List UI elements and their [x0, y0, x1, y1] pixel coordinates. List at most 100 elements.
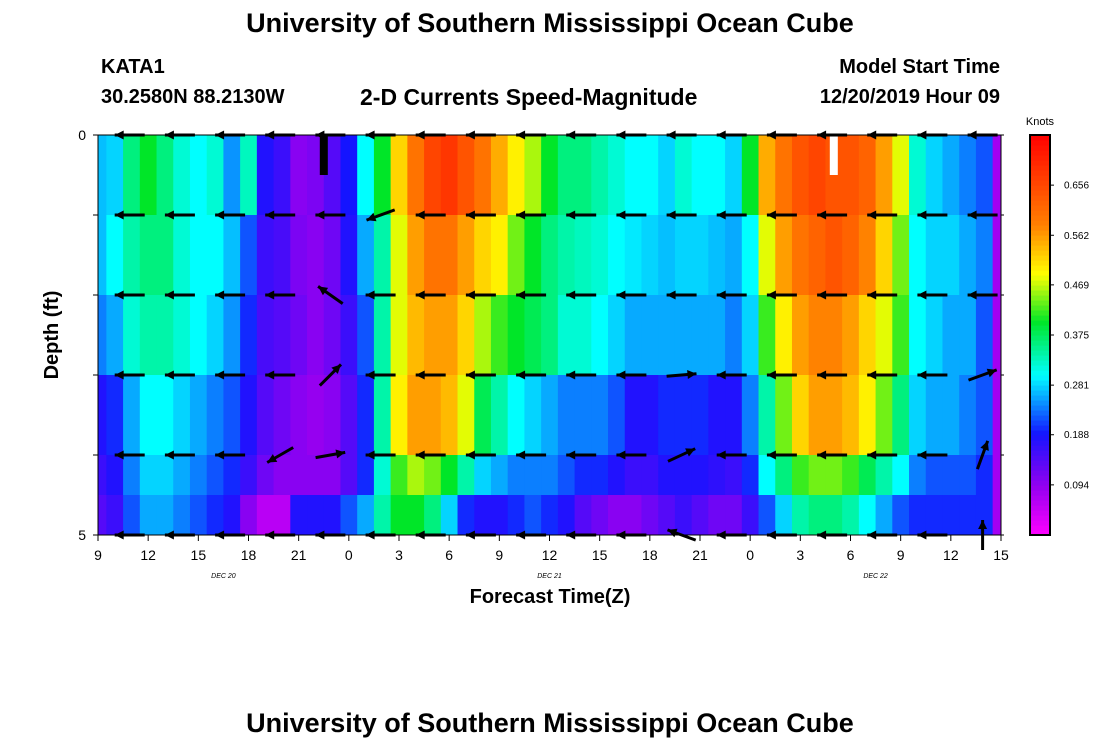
colorbar-swatch — [1030, 365, 1050, 371]
heatmap-cell — [98, 455, 107, 496]
heatmap-cell — [457, 215, 475, 296]
heatmap-cell — [909, 215, 927, 296]
heatmap-cell — [424, 495, 442, 535]
heatmap-cell — [390, 295, 408, 376]
heatmap-cell — [658, 495, 676, 535]
current-vector — [465, 210, 496, 220]
heatmap-cell — [541, 495, 559, 535]
heatmap-cell — [942, 455, 960, 496]
colorbar-tick-label: 0.188 — [1064, 430, 1089, 441]
heatmap-cell — [323, 455, 342, 496]
heatmap-cell — [608, 455, 626, 496]
date-label: DEC 21 — [537, 573, 562, 580]
heatmap-cell — [842, 135, 860, 216]
colorbar-swatch — [1030, 465, 1050, 471]
current-vector — [215, 290, 246, 300]
colorbar-swatch — [1030, 210, 1050, 216]
x-tick-label: 3 — [395, 547, 403, 563]
heatmap-cell — [658, 455, 676, 496]
heatmap-cell — [791, 495, 810, 535]
current-vector — [516, 370, 547, 380]
heatmap-cell — [875, 375, 893, 456]
colorbar-tick-label: 0.562 — [1064, 231, 1089, 242]
heatmap-cell — [407, 455, 425, 496]
heatmap-cell — [273, 375, 291, 456]
colorbar-swatch — [1030, 420, 1050, 426]
colorbar-swatch — [1030, 375, 1050, 381]
heatmap-cell — [407, 215, 425, 296]
x-tick-label: 0 — [345, 547, 353, 563]
heatmap-cell — [524, 215, 542, 296]
heatmap-cell — [557, 455, 576, 496]
heatmap-cell — [641, 135, 659, 216]
colorbar-unit: Knots — [1026, 116, 1055, 128]
colorbar-swatch — [1030, 380, 1050, 386]
colorbar-swatch — [1030, 485, 1050, 491]
heatmap-cell — [240, 135, 258, 216]
heatmap-cell — [323, 135, 342, 216]
current-vector — [817, 210, 848, 220]
heatmap-cell — [641, 295, 659, 376]
heatmap-cell — [206, 455, 225, 496]
heatmap-cell — [892, 135, 910, 216]
current-vector — [566, 450, 597, 460]
heatmap-cell — [390, 135, 408, 216]
heatmap-cell — [775, 215, 793, 296]
heatmap-cell — [624, 295, 643, 376]
heatmap-cell — [775, 295, 793, 376]
x-tick-label: 12 — [943, 547, 959, 563]
colorbar-swatch — [1030, 190, 1050, 196]
heatmap-cell — [892, 215, 910, 296]
heatmap-cell — [858, 495, 877, 535]
heatmap-cell — [357, 495, 375, 535]
heatmap-cell — [490, 295, 509, 376]
current-vector — [867, 370, 898, 380]
heatmap-cell — [407, 375, 425, 456]
x-axis-label: Forecast Time(Z) — [470, 586, 631, 608]
colorbar-swatch — [1030, 305, 1050, 311]
heatmap-cell — [323, 295, 342, 376]
y-axis-label: Depth (ft) — [41, 291, 63, 380]
heatmap-cell — [975, 295, 994, 376]
colorbar-swatch — [1030, 245, 1050, 251]
colorbar-swatch — [1030, 295, 1050, 301]
heatmap-cell — [808, 215, 827, 296]
heatmap-cell — [791, 455, 810, 496]
x-tick-label: 21 — [291, 547, 307, 563]
heatmap-cell — [691, 295, 709, 376]
heatmap-cell — [290, 375, 308, 456]
heatmap-cell — [440, 375, 459, 456]
colorbar-swatch — [1030, 415, 1050, 421]
current-vector — [666, 290, 697, 300]
heatmap-cell — [340, 375, 358, 456]
heatmap-cell — [925, 495, 944, 535]
colorbar-swatch — [1030, 135, 1050, 141]
heatmap-cell — [474, 455, 492, 496]
heatmap-cell — [959, 135, 977, 216]
current-vector — [766, 450, 797, 460]
heatmap-cell — [909, 495, 927, 535]
heatmap-cell — [858, 455, 877, 496]
current-vector — [967, 210, 998, 220]
heatmap-cell — [725, 295, 743, 376]
heatmap-cell — [925, 455, 944, 496]
data-gap-marker — [319, 135, 328, 175]
colorbar-swatch — [1030, 440, 1050, 446]
current-vector — [265, 370, 296, 380]
heatmap-cell — [775, 375, 793, 456]
x-tick-label: 6 — [847, 547, 855, 563]
heatmap-cell — [189, 135, 208, 216]
heatmap-cell — [98, 495, 107, 535]
heatmap-cell — [290, 455, 308, 496]
colorbar-swatch — [1030, 240, 1050, 246]
x-tick-label: 6 — [445, 547, 453, 563]
heatmap-cell — [875, 295, 893, 376]
heatmap-cell — [842, 455, 860, 496]
heatmap-cell — [240, 495, 258, 535]
heatmap-cell — [524, 135, 542, 216]
heatmap-cell — [373, 455, 392, 496]
current-vector — [666, 210, 697, 220]
heatmap-cell — [307, 215, 325, 296]
colorbar-swatch — [1030, 445, 1050, 451]
heatmap-cell — [942, 295, 960, 376]
